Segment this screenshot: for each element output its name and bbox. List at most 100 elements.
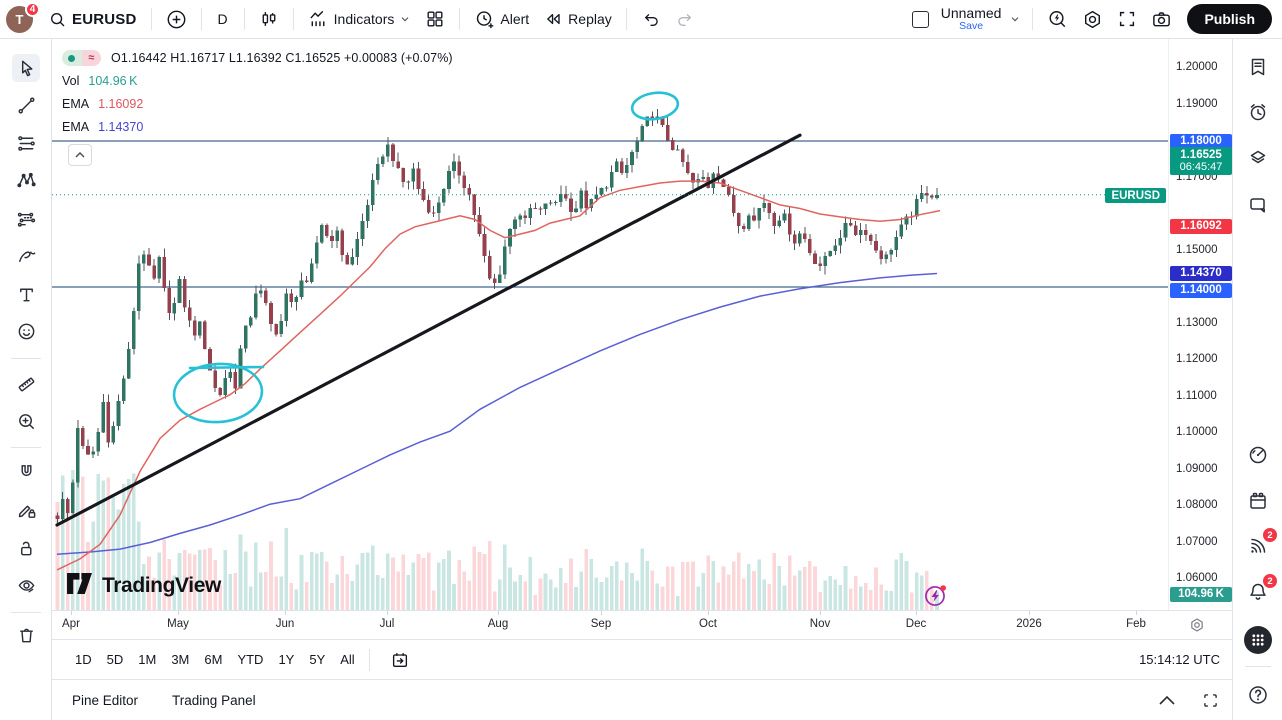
publish-button[interactable]: Publish — [1187, 4, 1272, 34]
chart-style-button[interactable] — [252, 4, 286, 34]
panel-expand-chevron-icon[interactable] — [1159, 695, 1175, 705]
replay-button[interactable]: Replay — [536, 4, 619, 34]
tool-ruler-icon[interactable] — [12, 370, 40, 398]
market-status-icon[interactable] — [923, 583, 948, 610]
user-avatar[interactable]: T 4 — [6, 1, 40, 33]
price-axis-label: 1.19000 — [1176, 97, 1218, 110]
tool-hide-drawings-icon[interactable] — [12, 571, 40, 599]
tool-lock-all-icon[interactable] — [12, 534, 40, 562]
range-1d-button[interactable]: 1D — [68, 647, 99, 672]
sidebar-notifications-icon[interactable]: 2 — [1244, 574, 1277, 606]
volume-bar — [172, 575, 177, 610]
chevron-down-icon — [1009, 13, 1021, 25]
range-3m-button[interactable]: 3M — [164, 647, 196, 672]
indicators-button[interactable]: Indicators — [301, 4, 419, 35]
sidebar-object-tree-icon[interactable] — [1244, 143, 1272, 171]
save-link[interactable]: Save — [959, 19, 984, 32]
trendline-drawing[interactable] — [55, 133, 802, 527]
sidebar-calendar-icon[interactable] — [1244, 487, 1272, 515]
ema-fast-label[interactable]: EMA — [62, 97, 90, 111]
flash-search-icon — [1047, 9, 1068, 30]
tool-zoom-in-icon[interactable] — [12, 407, 40, 435]
tool-text-icon[interactable] — [12, 280, 40, 308]
session-clock[interactable]: 15:14:12 UTC — [1139, 652, 1220, 667]
avatar-letter: T — [15, 11, 24, 27]
horizontal-level-lines[interactable] — [52, 140, 1168, 288]
chart-canvas[interactable] — [52, 39, 1168, 610]
settings-button[interactable] — [1075, 4, 1110, 35]
sidebar-alerts-icon[interactable] — [1244, 98, 1272, 126]
alert-button[interactable]: Alert — [467, 4, 536, 35]
volume-bar — [264, 572, 268, 610]
sidebar-scanner-icon[interactable] — [1244, 441, 1272, 469]
redo-button[interactable] — [668, 4, 702, 34]
candle-body — [274, 323, 278, 335]
axis-settings-gear-icon[interactable] — [1189, 617, 1205, 638]
sidebar-watchlist-icon[interactable] — [1244, 53, 1272, 81]
candle-body — [340, 230, 344, 256]
annotations-layer[interactable] — [172, 90, 680, 425]
candle-body — [930, 195, 934, 198]
panel-maximize-icon[interactable] — [1201, 691, 1220, 710]
chart-legend: ≈ O1.16442 H1.16717 L1.16392 C1.16525 +0… — [62, 48, 453, 140]
interval-button[interactable]: D — [209, 6, 237, 32]
legend-collapse-button[interactable] — [68, 144, 92, 166]
tool-cursor-icon[interactable] — [12, 54, 40, 82]
volume-bar — [467, 580, 472, 610]
tool-brush-icon[interactable] — [12, 242, 40, 270]
tool-emoji-icon[interactable] — [12, 317, 40, 345]
ellipse-annotation[interactable] — [172, 361, 264, 425]
tool-trend-line-icon[interactable] — [12, 91, 40, 119]
volume-bar — [665, 566, 670, 610]
indicator-templates-button[interactable] — [418, 4, 452, 34]
tool-fib-retracement-icon[interactable] — [12, 129, 40, 157]
price-axis[interactable]: 1.20000 1.19000 1.17000 1.15000 1.13000 1.120… — [1168, 39, 1232, 610]
data-source-pill[interactable]: ≈ — [62, 50, 101, 66]
candle-body — [416, 168, 421, 189]
sidebar-chat-icon[interactable] — [1244, 191, 1272, 219]
line-annotation[interactable] — [188, 365, 265, 370]
time-axis[interactable]: Apr May Jun Jul Aug Sep Oct Nov Dec 2026 Feb — [52, 610, 1232, 639]
range-all-button[interactable]: All — [333, 647, 361, 672]
multi-layout-checkbox[interactable] — [911, 10, 929, 28]
time-axis-label: Apr — [62, 618, 80, 630]
candle-body — [442, 189, 446, 203]
tab-trading-panel[interactable]: Trading Panel — [172, 692, 256, 708]
range-1y-button[interactable]: 1Y — [271, 647, 301, 672]
volume-bar — [553, 587, 558, 610]
tool-forecast-icon[interactable] — [12, 204, 40, 232]
layout-name-button[interactable]: Unnamed Save — [937, 6, 1006, 32]
volume-bar — [218, 585, 222, 610]
sidebar-help-icon[interactable] — [1244, 681, 1272, 709]
candle-body — [137, 263, 141, 312]
tool-trash-icon[interactable] — [12, 621, 40, 649]
volume-indicator-label[interactable]: Vol — [62, 74, 80, 88]
ellipse-annotation[interactable] — [630, 90, 680, 122]
range-5d-button[interactable]: 5D — [100, 647, 131, 672]
tool-draw-lock-icon[interactable] — [12, 496, 40, 524]
snapshot-button[interactable] — [1144, 4, 1179, 35]
candle-body — [589, 199, 594, 208]
volume-bar — [116, 509, 121, 610]
sidebar-news-icon[interactable]: 2 — [1244, 528, 1277, 560]
range-1m-button[interactable]: 1M — [131, 647, 163, 672]
undo-button[interactable] — [634, 4, 668, 34]
ema-slow-label[interactable]: EMA — [62, 120, 90, 134]
chart-plot[interactable]: ≈ O1.16442 H1.16717 L1.16392 C1.16525 +0… — [52, 39, 1168, 610]
go-to-date-button[interactable] — [387, 647, 413, 673]
ema-slow-value: 1.14370 — [98, 120, 144, 134]
sidebar-apps-grid-icon[interactable] — [1244, 626, 1272, 654]
compare-add-symbol-button[interactable] — [159, 4, 194, 35]
tool-magnet-icon[interactable] — [12, 458, 40, 486]
layout-menu-button[interactable] — [1005, 9, 1025, 29]
volume-bar — [294, 589, 299, 610]
quick-search-button[interactable] — [1040, 4, 1075, 35]
range-ytd-button[interactable]: YTD — [230, 647, 270, 672]
symbol-search-button[interactable]: EURUSD — [41, 5, 144, 34]
fullscreen-button[interactable] — [1110, 4, 1144, 34]
tool-xabcd-pattern-icon[interactable] — [12, 166, 40, 194]
candle-body — [81, 428, 85, 446]
range-6m-button[interactable]: 6M — [197, 647, 229, 672]
tab-pine-editor[interactable]: Pine Editor — [72, 692, 139, 708]
range-5y-button[interactable]: 5Y — [302, 647, 332, 672]
